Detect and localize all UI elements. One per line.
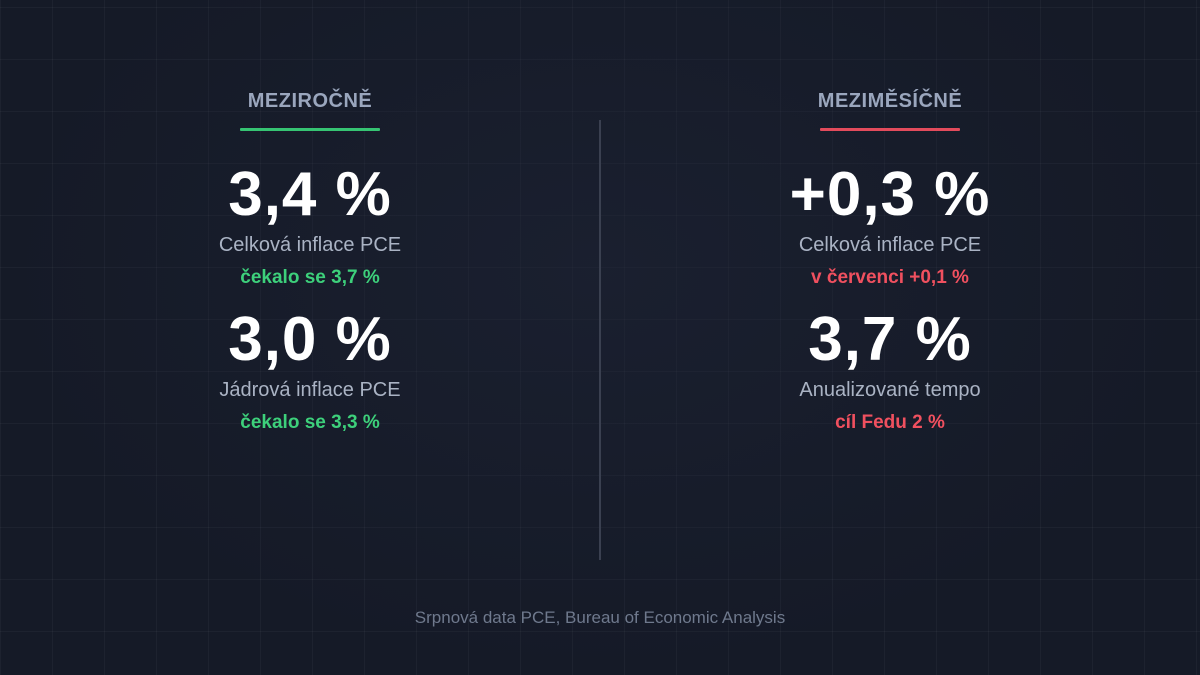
metric-label-headline-pce-mom: Celková inflace PCE xyxy=(798,234,982,256)
metric-value-annualized-pace: 3,7 % xyxy=(808,305,972,374)
metric-value-core-pce-yoy: 3,0 % xyxy=(228,305,392,374)
section-underline-red xyxy=(820,128,960,131)
center-divider xyxy=(599,120,601,560)
metric-note-fed-target: cíl Fedu 2 % xyxy=(835,412,945,433)
section-title-month-over-month: MEZIMĚSÍČNĚ xyxy=(817,90,963,112)
metric-label-annualized-pace: Anualizované tempo xyxy=(799,379,981,401)
metric-value-headline-pce-yoy: 3,4 % xyxy=(228,160,392,229)
section-underline-green xyxy=(240,128,380,131)
source-footer: Srpnová data PCE, Bureau of Economic Ana… xyxy=(414,608,786,627)
metric-note-headline-pce-mom: v červenci +0,1 % xyxy=(811,267,969,288)
metric-note-core-pce-yoy: čekalo se 3,3 % xyxy=(240,412,380,433)
metric-label-headline-pce-yoy: Celková inflace PCE xyxy=(218,234,402,256)
metric-label-core-pce-yoy: Jádrová inflace PCE xyxy=(219,379,401,401)
metric-note-headline-pce-yoy: čekalo se 3,7 % xyxy=(240,267,380,288)
metric-value-headline-pce-mom: +0,3 % xyxy=(789,160,991,229)
section-title-year-over-year: MEZIROČNĚ xyxy=(247,90,373,112)
